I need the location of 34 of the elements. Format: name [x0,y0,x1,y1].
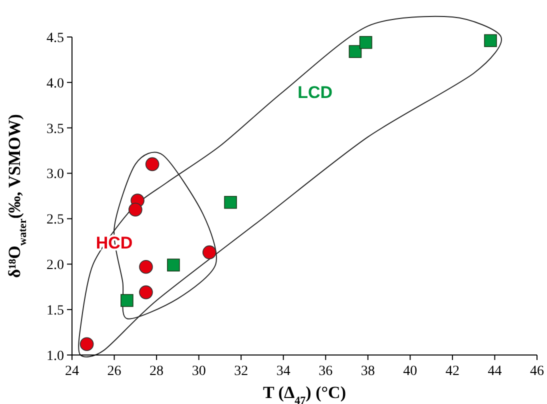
x-tick-label: 24 [65,364,79,379]
x-tick-label: 42 [445,364,460,379]
x-tick-label: 32 [234,364,248,379]
point [128,202,142,217]
x-tick-label: 44 [488,364,502,379]
x-tick-label: 28 [150,364,164,379]
y-tick-label: 1.0 [46,348,64,364]
y-tick-label: 2.5 [46,212,64,228]
point [120,294,134,307]
y-tick-label: 2.0 [46,258,64,274]
point [484,34,497,48]
point [202,245,216,260]
point [348,45,362,58]
y-tick-label: 1.5 [46,303,64,318]
point [167,258,180,272]
x-tick-label: 46 [530,364,544,379]
point [139,285,153,300]
x-tick-label: 40 [403,364,418,379]
y-tick-label: 3.5 [46,122,64,137]
x-tick-label: 34 [276,364,290,379]
x-tick-label: 30 [192,364,206,379]
x-axis-title: T (Δ$_{47}$) (°C) [263,383,346,404]
y-tick-label: 4.5 [46,30,64,46]
series-label: LCD [298,82,333,102]
point [224,196,237,209]
x-tick-label: 38 [360,364,375,379]
y-tick-label: 4.0 [46,76,64,92]
point [80,337,94,351]
point [139,260,153,274]
x-tick-label: 36 [318,364,333,379]
point [359,36,372,49]
y-tick-label: 3.0 [46,167,64,182]
x-tick-label: 26 [107,364,122,379]
point [145,157,160,172]
